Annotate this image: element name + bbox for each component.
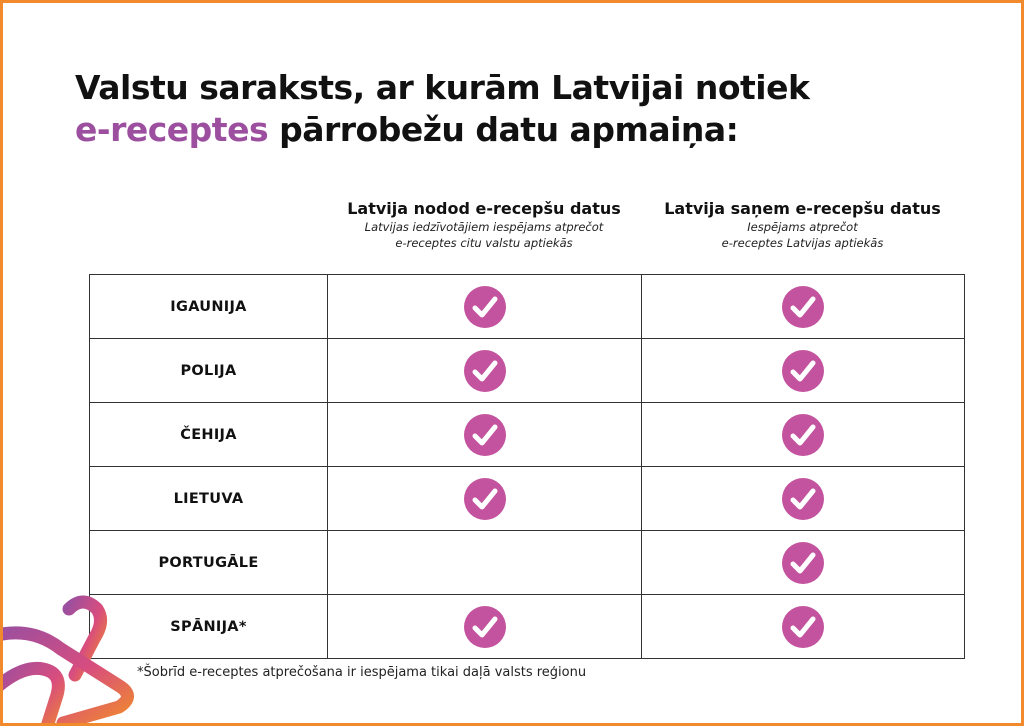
country-name: POLIJA (89, 338, 328, 403)
sends-cell (327, 594, 642, 659)
title-line-1: Valstu saraksts, ar kurām Latvijai notie… (75, 68, 810, 107)
country-name: IGAUNIJA (89, 274, 328, 339)
country-table-body: IGAUNIJA POLIJA ČEHIJA LIETUVA PORTUGĀLE SPĀN… (89, 274, 965, 659)
table-row: SPĀNIJA* (89, 594, 965, 659)
check-circle-icon (463, 605, 506, 648)
table-row: PORTUGĀLE (89, 530, 965, 595)
column-header-sends: Latvija nodod e-recepšu datus Latvijas i… (327, 199, 641, 251)
footnote: *Šobrīd e-receptes atprečošana ir iespēj… (137, 665, 587, 680)
receives-cell (641, 530, 965, 595)
receives-cell (641, 274, 965, 339)
check-circle-icon (463, 413, 506, 456)
title-accent: e-receptes (75, 110, 269, 149)
receives-cell (641, 402, 965, 467)
receives-cell (641, 338, 965, 403)
check-circle-icon (463, 285, 506, 328)
table-row: ČEHIJA (89, 402, 965, 467)
country-name: PORTUGĀLE (89, 530, 328, 595)
country-table: IGAUNIJA POLIJA ČEHIJA LIETUVA PORTUGĀLE SPĀN… (89, 274, 965, 659)
column-note-line: Latvijas iedzīvotājiem iespējams atprečo… (364, 220, 604, 234)
sends-cell (327, 466, 642, 531)
column-heading: Latvija saņem e-recepšu datus (664, 199, 941, 218)
column-note: Latvijas iedzīvotājiem iespējams atprečo… (327, 219, 641, 251)
check-circle-icon (782, 349, 824, 392)
country-name: SPĀNIJA* (89, 594, 328, 659)
column-note-line: e-receptes Latvijas aptiekās (721, 236, 884, 250)
table-row: POLIJA (89, 338, 965, 403)
column-header-receives: Latvija saņem e-recepšu datus Iespējams … (641, 199, 964, 251)
check-circle-icon (782, 541, 824, 584)
check-circle-icon (463, 349, 506, 392)
table-row: IGAUNIJA (89, 274, 965, 339)
check-circle-icon (782, 605, 824, 648)
country-name: ČEHIJA (89, 402, 328, 467)
column-note-line: Iespējams atprečot (747, 220, 858, 234)
check-circle-icon (782, 285, 824, 328)
sends-cell (327, 402, 642, 467)
sends-cell (327, 338, 642, 403)
page-title: Valstu saraksts, ar kurām Latvijai notie… (75, 67, 810, 151)
column-note: Iespējams atprečot e-receptes Latvijas a… (641, 219, 964, 251)
check-circle-icon (782, 413, 824, 456)
brand-logo-icon (3, 595, 134, 723)
column-heading: Latvija nodod e-recepšu datus (347, 199, 621, 218)
check-circle-icon (463, 477, 506, 520)
check-circle-icon (782, 477, 824, 520)
column-note-line: e-receptes citu valstu aptiekās (395, 236, 573, 250)
receives-cell (641, 466, 965, 531)
sends-cell (327, 274, 642, 339)
receives-cell (641, 594, 965, 659)
sends-cell (327, 530, 642, 595)
title-line-2: pārrobežu datu apmaiņa: (268, 110, 739, 149)
table-row: LIETUVA (89, 466, 965, 531)
country-name: LIETUVA (89, 466, 328, 531)
